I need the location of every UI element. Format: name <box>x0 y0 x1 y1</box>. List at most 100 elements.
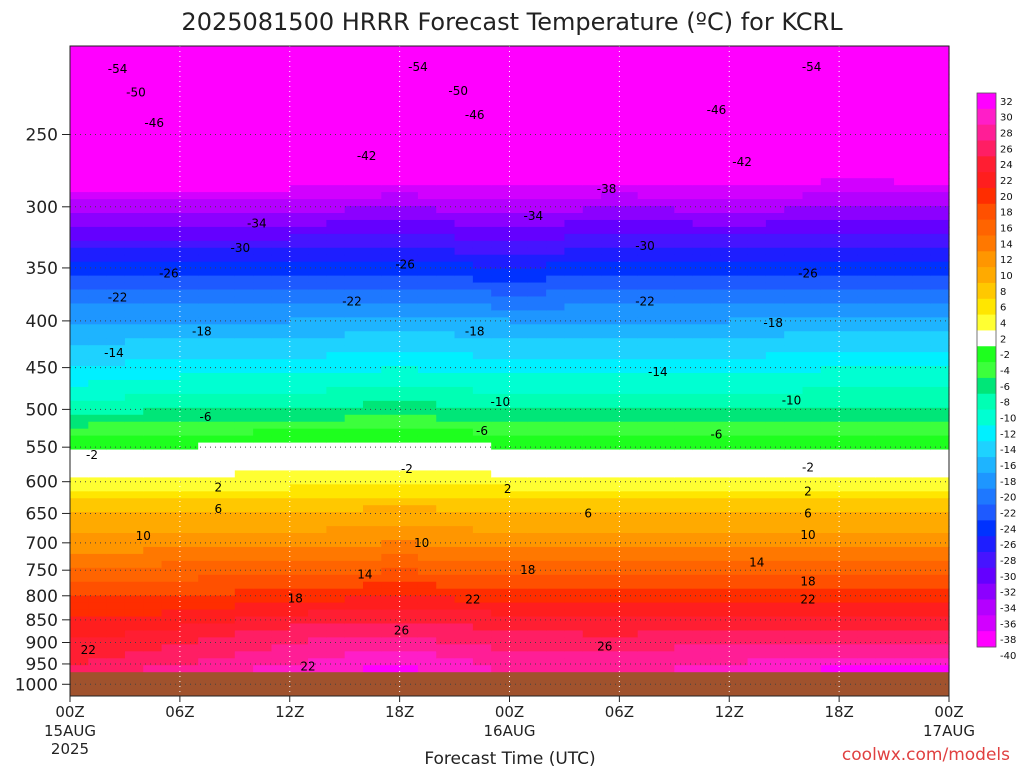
temperature-cell <box>88 407 108 416</box>
temperature-cell <box>546 331 566 339</box>
temperature-cell <box>472 393 492 402</box>
temperature-cell <box>637 546 657 555</box>
temperature-cell <box>454 164 474 172</box>
temperature-cell <box>491 129 511 138</box>
temperature-cell <box>857 94 877 103</box>
temperature-cell <box>601 94 620 103</box>
temperature-cell <box>381 240 401 249</box>
temperature-cell <box>399 470 419 478</box>
temperature-cell <box>784 498 804 506</box>
temperature-cell <box>344 379 364 388</box>
temperature-cell <box>161 491 181 499</box>
temperature-cell <box>289 164 309 172</box>
temperature-cell <box>857 136 877 145</box>
temperature-cell <box>729 73 749 82</box>
temperature-cell <box>765 540 785 548</box>
temperature-cell <box>765 331 785 339</box>
temperature-cell <box>802 393 822 402</box>
temperature-cell <box>143 331 163 339</box>
temperature-cell <box>436 87 456 96</box>
temperature-cell <box>143 87 163 96</box>
temperature-cell <box>399 665 419 673</box>
temperature-cell <box>564 73 584 82</box>
temperature-cell <box>894 324 913 332</box>
temperature-cell <box>198 373 218 381</box>
temperature-cell <box>216 526 236 534</box>
temperature-cell <box>820 178 840 186</box>
temperature-cell <box>894 379 913 388</box>
temperature-cell <box>363 143 382 151</box>
temperature-cell <box>784 80 804 89</box>
temperature-cell <box>930 567 950 576</box>
temperature-cell <box>289 136 309 145</box>
temperature-cell <box>839 456 859 465</box>
contour-label: -10 <box>491 395 511 409</box>
temperature-cell <box>674 206 694 214</box>
temperature-cell <box>564 623 584 632</box>
temperature-cell <box>454 331 474 339</box>
temperature-cell <box>106 519 126 527</box>
temperature-cell <box>674 192 694 200</box>
temperature-cell <box>729 303 749 311</box>
temperature-cell <box>729 567 749 576</box>
temperature-cell <box>198 254 218 263</box>
temperature-cell <box>930 254 950 263</box>
temperature-cell <box>161 414 181 423</box>
temperature-cell <box>436 581 456 590</box>
temperature-cell <box>601 254 620 263</box>
temperature-cell <box>436 428 456 437</box>
temperature-cell <box>253 505 273 513</box>
temperature-cell <box>344 206 364 214</box>
temperature-cell <box>124 560 144 569</box>
temperature-cell <box>363 164 382 172</box>
temperature-cell <box>747 345 767 353</box>
temperature-cell <box>765 143 785 151</box>
temperature-cell <box>765 373 785 381</box>
temperature-cell <box>491 247 511 256</box>
temperature-cell <box>692 136 712 145</box>
temperature-cell <box>656 94 675 103</box>
temperature-cell <box>271 498 291 506</box>
temperature-cell <box>124 352 144 360</box>
temperature-cell <box>198 393 218 402</box>
temperature-cell <box>747 407 767 416</box>
temperature-cell <box>839 317 859 325</box>
temperature-cell <box>820 185 840 193</box>
temperature-cell <box>454 498 474 506</box>
temperature-cell <box>765 268 785 277</box>
temperature-cell <box>344 435 364 444</box>
temperature-cell <box>582 247 602 256</box>
y-tick-label: 800 <box>26 587 58 607</box>
temperature-cell <box>802 366 822 374</box>
temperature-cell <box>784 219 804 228</box>
temperature-cell <box>491 199 511 207</box>
temperature-cell <box>729 226 749 235</box>
temperature-cell <box>784 421 804 430</box>
temperature-cell <box>674 143 694 151</box>
temperature-cell <box>692 282 712 291</box>
temperature-cell <box>308 630 327 639</box>
temperature-cell <box>161 533 181 541</box>
temperature-cell <box>784 414 804 423</box>
temperature-cell <box>417 73 437 82</box>
temperature-cell <box>363 206 382 214</box>
temperature-cell <box>234 331 254 339</box>
temperature-cell <box>88 233 108 242</box>
temperature-cell <box>271 338 291 346</box>
temperature-cell <box>912 595 932 604</box>
temperature-cell <box>601 129 620 138</box>
temperature-cell <box>674 484 694 492</box>
temperature-cell <box>582 386 602 395</box>
temperature-cell <box>747 59 767 68</box>
temperature-cell <box>234 199 254 207</box>
contour-label: 2 <box>504 482 512 496</box>
temperature-cell <box>253 553 273 562</box>
y-tick-label: 850 <box>26 611 58 631</box>
temperature-cell <box>875 164 895 172</box>
temperature-cell <box>454 282 474 291</box>
temperature-cell <box>88 206 108 214</box>
contour-label: 26 <box>597 639 612 653</box>
colorbar-swatch <box>977 377 996 395</box>
temperature-cell <box>234 609 254 618</box>
temperature-cell <box>381 526 401 534</box>
